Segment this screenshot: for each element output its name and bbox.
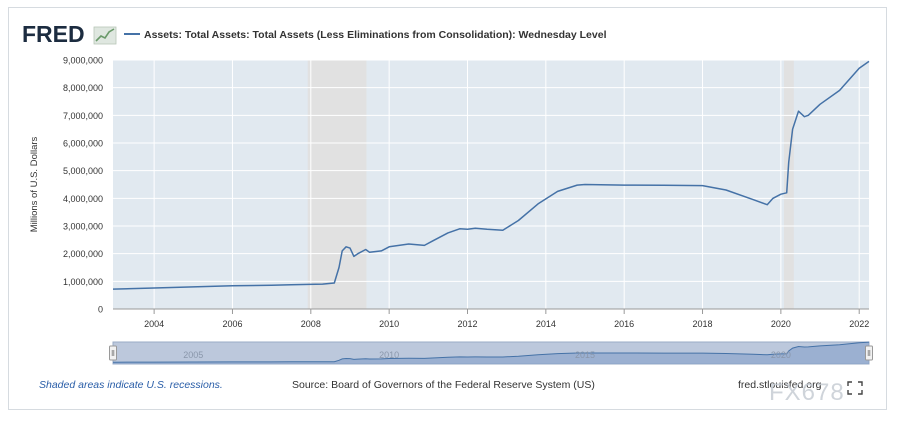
x-tick-label: 2012 xyxy=(457,319,477,329)
navigator-label: 2015 xyxy=(575,350,595,360)
navigator-label: 2020 xyxy=(771,350,791,360)
source-text: Source: Board of Governors of the Federa… xyxy=(292,379,595,391)
navigator-handle-right[interactable] xyxy=(865,345,873,361)
y-tick-label: 1,000,000 xyxy=(63,277,103,287)
y-tick-label: 3,000,000 xyxy=(63,222,103,232)
fred-logo[interactable]: FRED xyxy=(22,21,117,47)
navigator-area xyxy=(113,342,869,364)
navigator[interactable]: 2005 2010 2015 2020 xyxy=(109,341,873,365)
x-tick-label: 2008 xyxy=(301,319,321,329)
y-tick-label: 2,000,000 xyxy=(63,249,103,259)
y-axis-label: Millions of U.S. Dollars xyxy=(29,136,40,232)
y-tick-label: 9,000,000 xyxy=(63,56,103,66)
plot-area: 0 1,000,000 2,000,000 3,000,000 4,000,000 5,0… xyxy=(29,56,870,329)
x-tick-label: 2004 xyxy=(144,319,164,329)
series-line-total-assets xyxy=(112,60,870,290)
y-tick-label: 0 xyxy=(98,305,103,315)
fred-logo-text: FRED xyxy=(22,21,85,47)
legend-series-title[interactable]: Assets: Total Assets: Total Assets (Less… xyxy=(144,29,607,41)
navigator-line xyxy=(112,341,870,363)
x-tick-label: 2010 xyxy=(379,319,399,329)
plot-background xyxy=(113,60,869,309)
x-tick-label: 2016 xyxy=(614,319,634,329)
y-tick-label: 7,000,000 xyxy=(63,111,103,121)
navigator-label: 2005 xyxy=(183,350,203,360)
recession-note[interactable]: Shaded areas indicate U.S. recessions. xyxy=(39,379,223,391)
x-tick-label: 2020 xyxy=(771,319,791,329)
navigator-handle-grip xyxy=(865,345,873,361)
y-tick-label: 4,000,000 xyxy=(63,194,103,204)
y-tick-label: 6,000,000 xyxy=(63,139,103,149)
y-tick-label: 8,000,000 xyxy=(63,83,103,93)
fred-logo-chart-icon xyxy=(93,26,117,45)
x-tick-label: 2018 xyxy=(693,319,713,329)
navigator-handle-grip xyxy=(109,345,117,361)
recession-band xyxy=(783,60,794,309)
y-tick-label: 5,000,000 xyxy=(63,166,103,176)
navigator-label: 2010 xyxy=(379,350,399,360)
x-tick-label: 2014 xyxy=(536,319,556,329)
watermark: FX678 xyxy=(769,379,845,406)
fullscreen-icon[interactable] xyxy=(847,381,863,395)
x-tick-label: 2022 xyxy=(849,319,869,329)
x-tick-label: 2006 xyxy=(222,319,242,329)
recession-band xyxy=(307,60,367,309)
navigator-handle-left[interactable] xyxy=(109,345,117,361)
site-link[interactable]: fred.stlouisfed.org xyxy=(738,379,822,391)
